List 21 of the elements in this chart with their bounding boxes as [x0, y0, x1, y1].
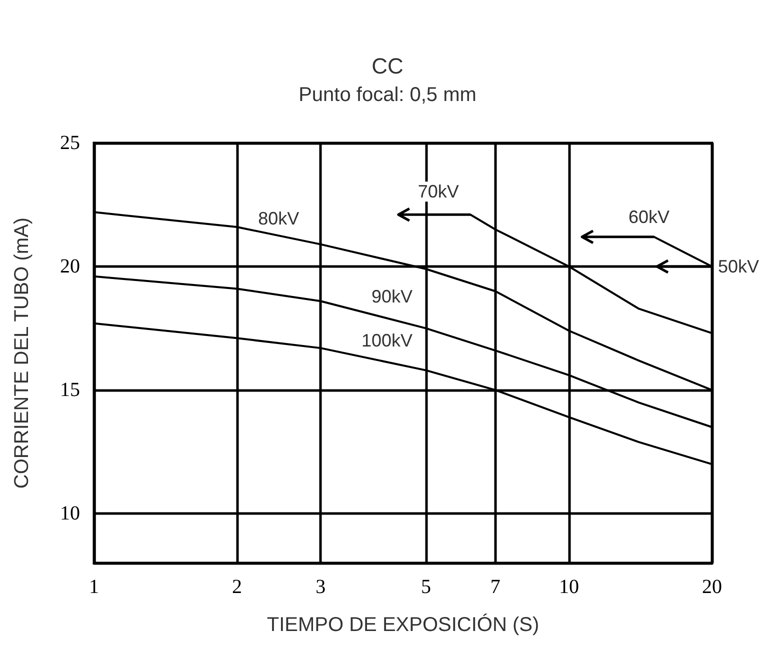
series-label: 100kV: [361, 330, 413, 350]
x-axis-title: TIEMPO DE EXPOSICIÓN (S): [266, 613, 540, 636]
y-tick-label: 15: [60, 379, 80, 402]
y-tick-label: 25: [60, 132, 80, 154]
series-label: 70kV: [418, 182, 459, 202]
chart-title: CC: [372, 54, 404, 78]
y-tick-label: 10: [60, 502, 80, 525]
x-tick-label: 10: [559, 576, 580, 598]
x-tick-label: 5: [421, 576, 432, 598]
x-tick-label: 20: [702, 576, 722, 598]
series-label: 80kV: [258, 208, 300, 228]
x-tick-label: 3: [316, 576, 326, 598]
series-label: 90kV: [372, 286, 413, 306]
series-label: 60kV: [628, 206, 670, 227]
y-tick-label: 20: [60, 256, 80, 278]
y-axis-title: CORRIENTE DEL TUBO (mA): [11, 217, 33, 489]
annotation: 50kV: [718, 256, 760, 277]
x-tick-label: 7: [490, 576, 500, 598]
chart-subtitle: Punto focal: 0,5 mm: [298, 84, 476, 106]
x-tick-label: 2: [232, 576, 242, 598]
x-tick-label: 1: [89, 576, 99, 598]
